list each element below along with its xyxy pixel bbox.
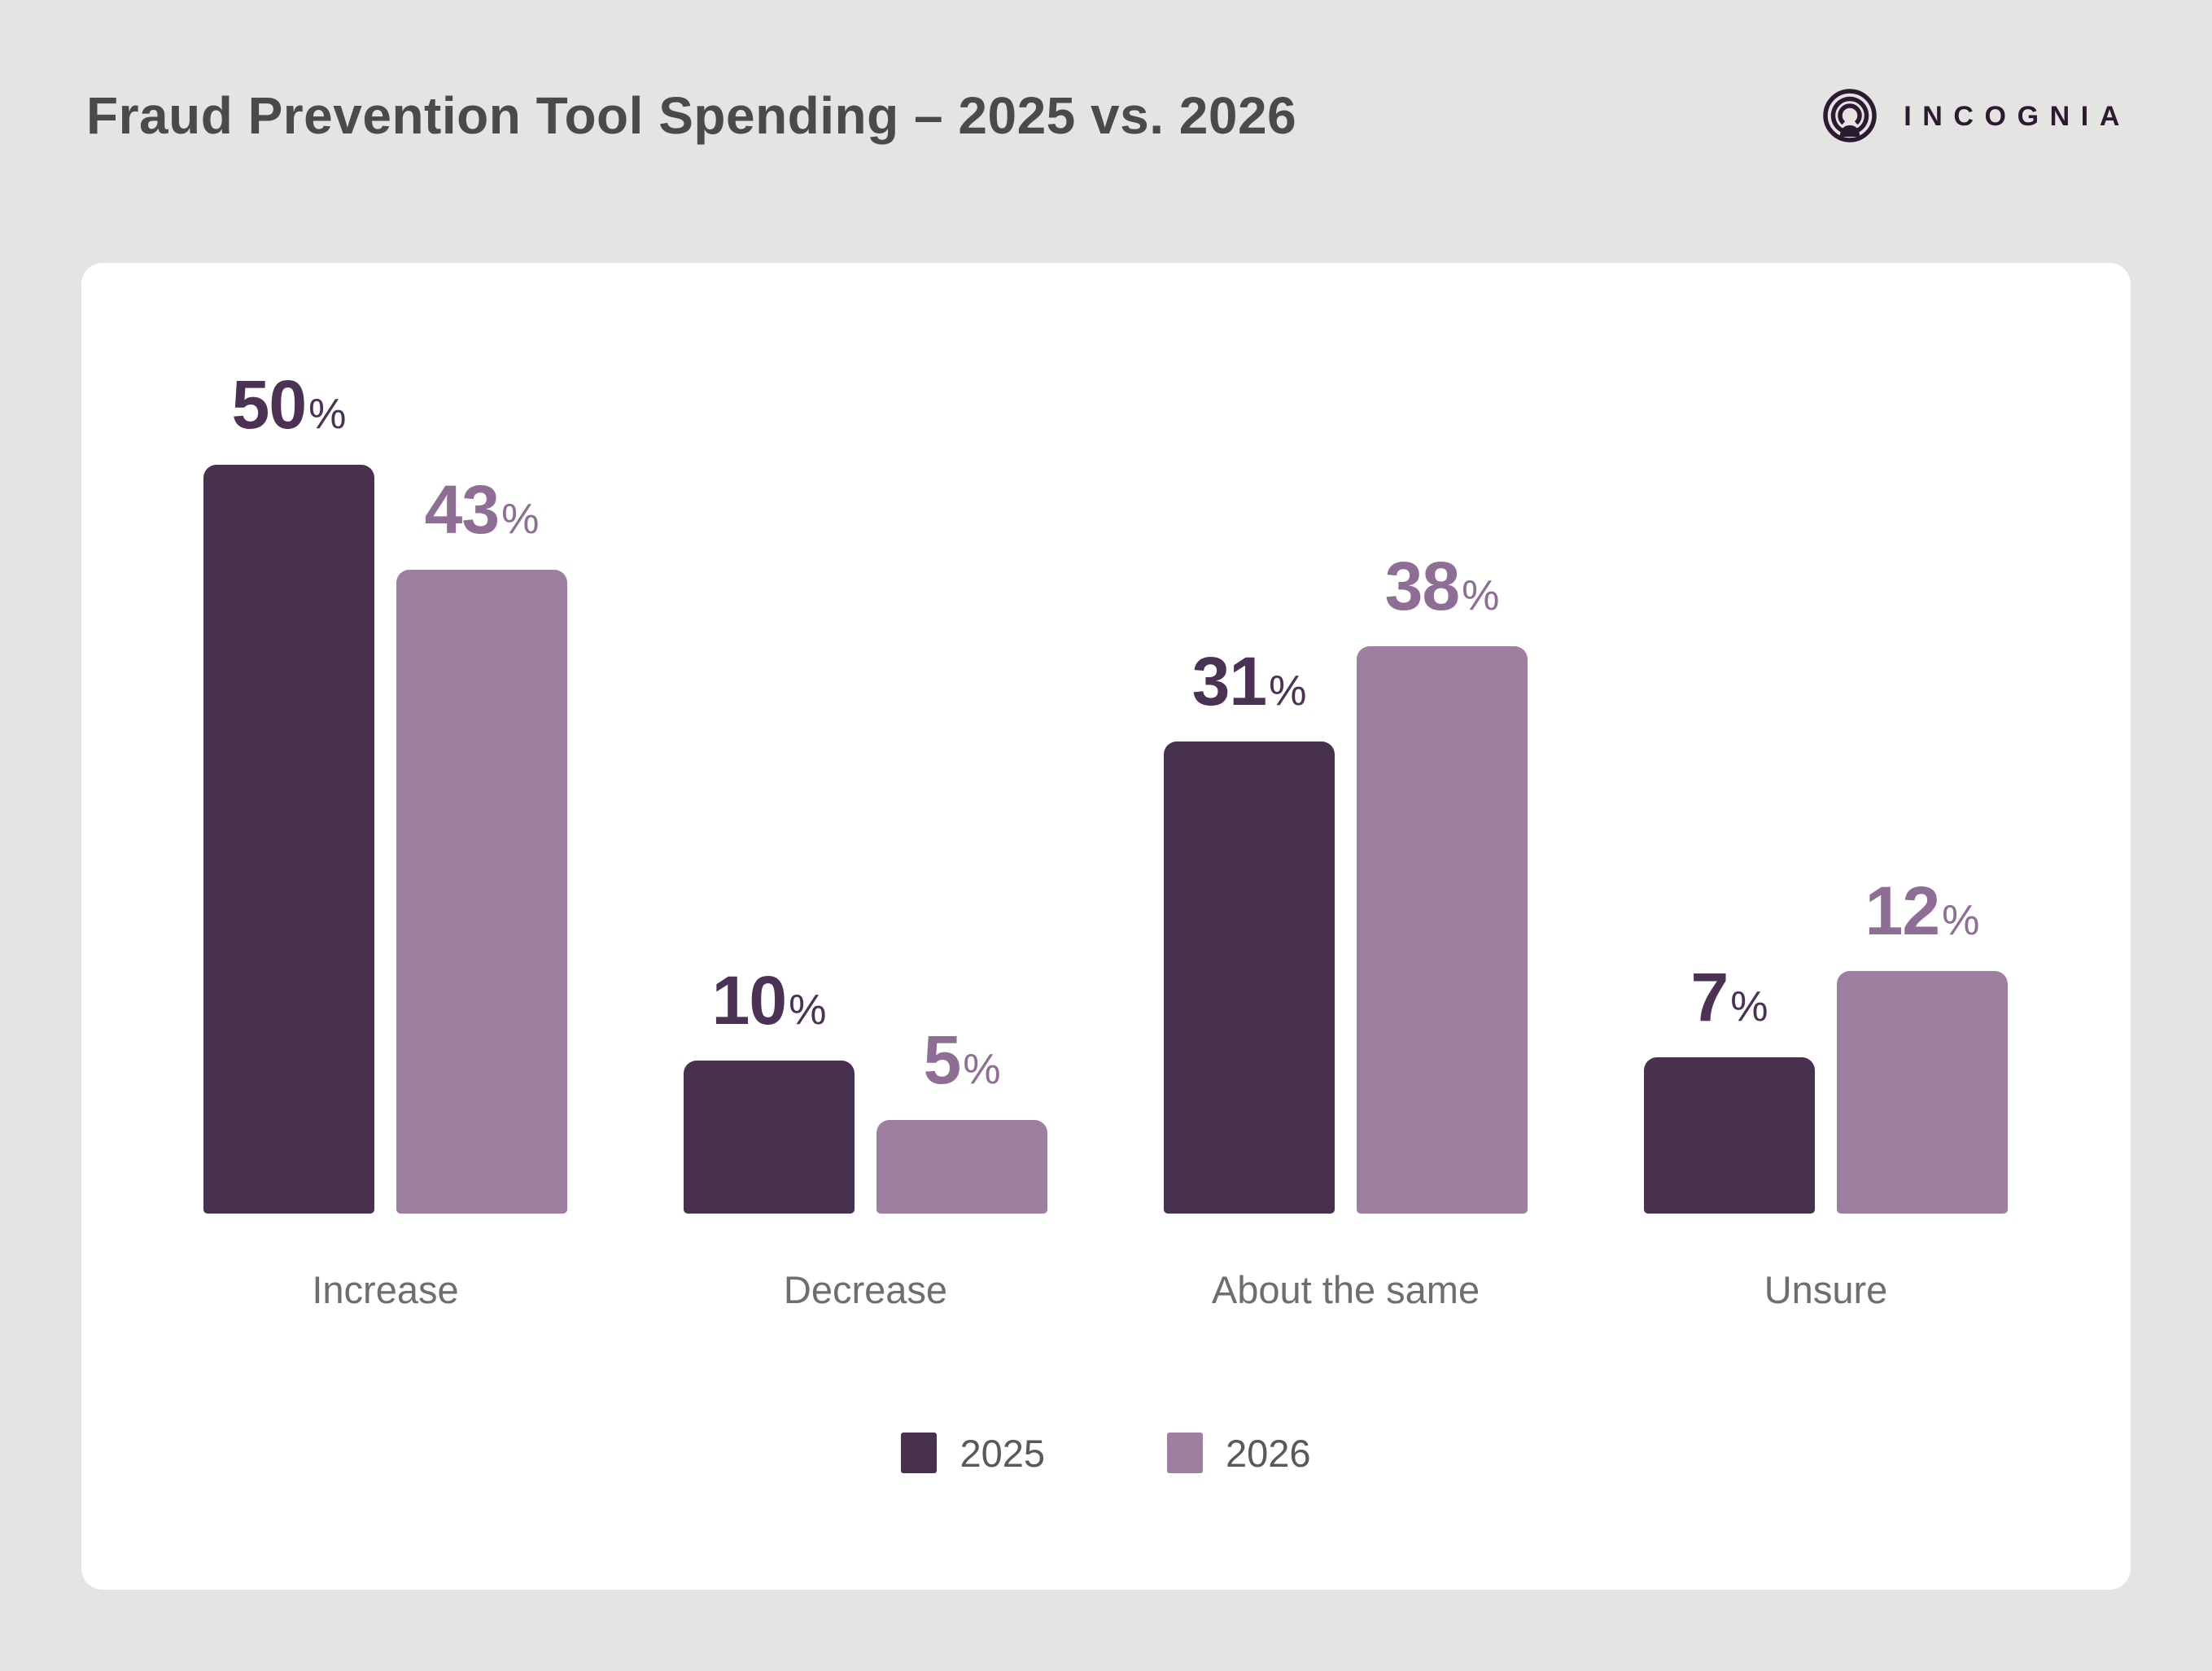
bar-2025-decrease — [684, 1061, 855, 1214]
bar-2026-about-the-same — [1357, 646, 1528, 1214]
incognia-logo: INCOGNIA — [1821, 86, 2131, 145]
value-label-2026-about-the-same: 38% — [1357, 552, 1528, 620]
value-label-2025-decrease: 10% — [684, 966, 855, 1035]
chart-card: 50% 43% Increase 10% 5% Decrease 31% 38% About t… — [81, 263, 2131, 1590]
percent-sign: % — [1269, 667, 1307, 715]
value-label-2025-increase: 50% — [203, 370, 374, 439]
bar-2026-decrease — [876, 1120, 1047, 1214]
bar-2025-unsure — [1644, 1057, 1815, 1214]
legend-item-2026: 2026 — [1167, 1433, 1311, 1473]
value-number: 38 — [1384, 548, 1460, 624]
value-label-2026-increase: 43% — [396, 475, 567, 544]
category-label-unsure: Unsure — [1764, 1268, 1888, 1311]
page-title: Fraud Prevention Tool Spending – 2025 vs… — [86, 86, 1297, 145]
legend-swatch-2025 — [901, 1433, 938, 1473]
bar-group-about-the-same: 31% 38% About the same — [1164, 263, 1528, 1309]
category-label-increase: Increase — [312, 1268, 459, 1311]
bar-2026-increase — [396, 570, 567, 1214]
chart-legend: 2025 2026 — [81, 1433, 2131, 1473]
value-label-2026-decrease: 5% — [876, 1026, 1047, 1094]
percent-sign: % — [1942, 897, 1980, 944]
percent-sign: % — [963, 1046, 1001, 1093]
legend-swatch-2026 — [1167, 1433, 1203, 1473]
value-label-2025-unsure: 7% — [1644, 963, 1815, 1031]
value-number: 10 — [711, 962, 787, 1039]
bar-chart: 50% 43% Increase 10% 5% Decrease 31% 38% About t… — [81, 263, 2131, 1309]
bar-group-decrease: 10% 5% Decrease — [684, 263, 1047, 1309]
value-number: 50 — [231, 366, 307, 443]
bar-group-increase: 50% 43% Increase — [203, 263, 567, 1309]
percent-sign: % — [501, 496, 540, 543]
value-number: 5 — [923, 1021, 961, 1098]
category-label-about-the-same: About the same — [1211, 1268, 1480, 1311]
bar-2025-about-the-same — [1164, 741, 1335, 1214]
value-number: 12 — [1864, 873, 1940, 949]
legend-label-2025: 2025 — [960, 1431, 1045, 1475]
percent-sign: % — [1462, 572, 1500, 619]
value-number: 31 — [1191, 643, 1267, 720]
value-number: 7 — [1690, 959, 1729, 1035]
percent-sign: % — [1730, 983, 1768, 1030]
percent-sign: % — [789, 986, 827, 1034]
bar-2025-increase — [203, 465, 374, 1214]
person-silhouette-shape — [1839, 125, 1860, 137]
value-label-2025-about-the-same: 31% — [1164, 647, 1335, 715]
bar-group-unsure: 7% 12% Unsure — [1644, 263, 2008, 1309]
value-label-2026-unsure: 12% — [1837, 877, 2008, 945]
incognia-logo-icon — [1823, 89, 1877, 142]
legend-item-2025: 2025 — [901, 1433, 1045, 1473]
category-label-decrease: Decrease — [783, 1268, 948, 1311]
incognia-logo-wordmark: INCOGNIA — [1904, 101, 2131, 132]
value-number: 43 — [424, 471, 500, 548]
percent-sign: % — [308, 391, 347, 438]
legend-label-2026: 2026 — [1226, 1431, 1311, 1475]
bar-2026-unsure — [1837, 971, 2008, 1214]
